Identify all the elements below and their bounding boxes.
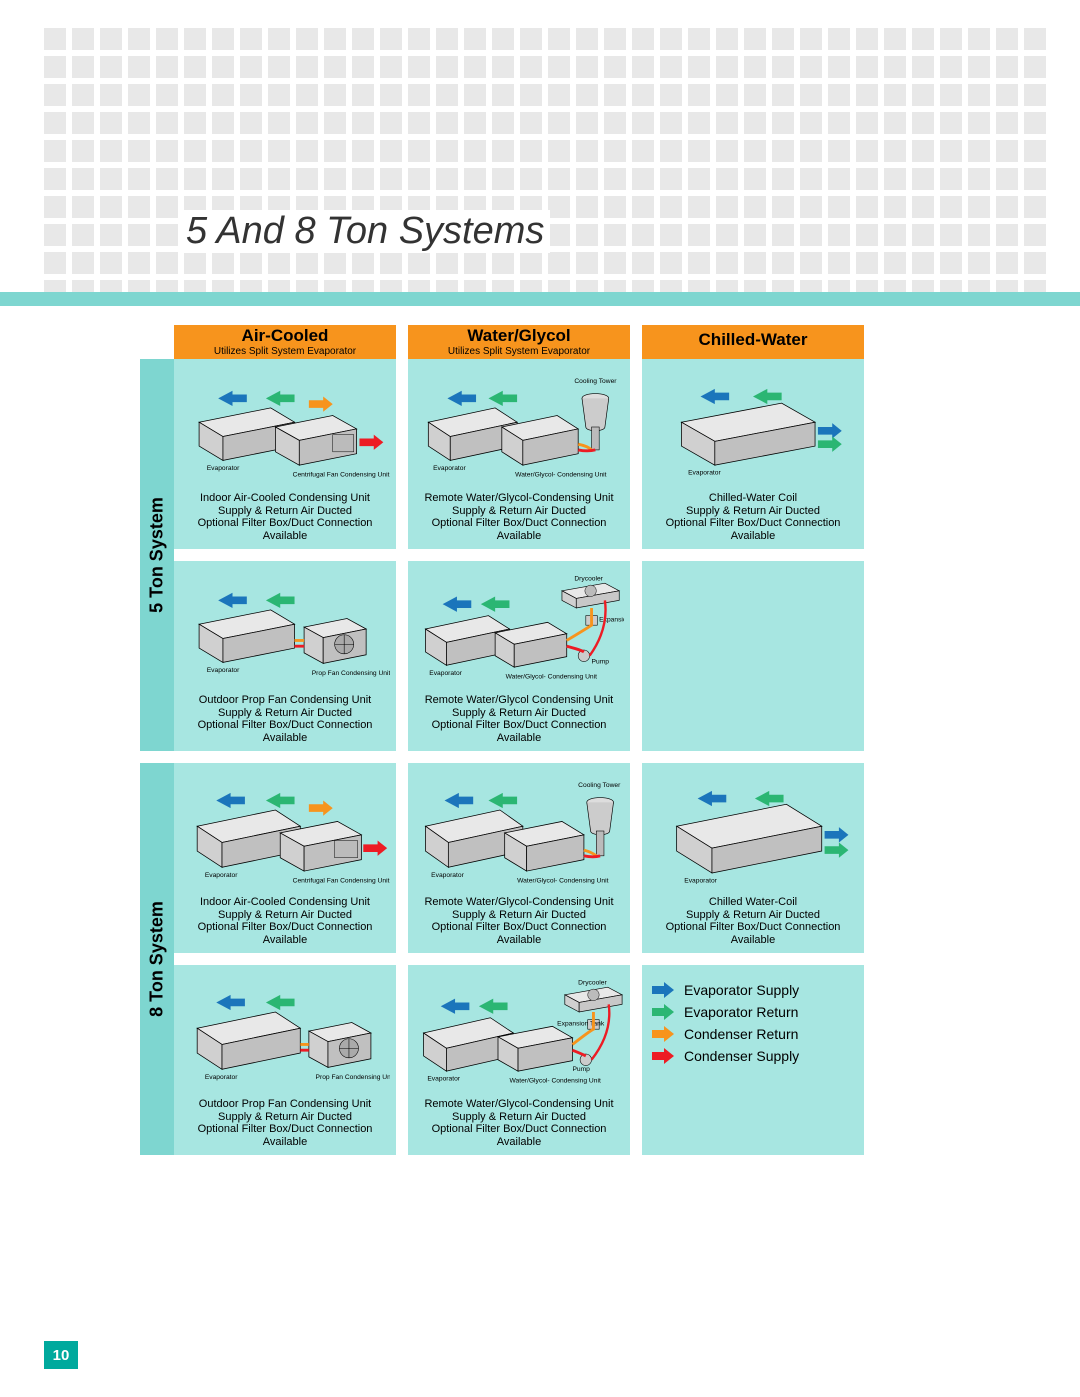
page-number: 10: [44, 1341, 78, 1369]
svg-text:Evaporator: Evaporator: [684, 878, 717, 885]
svg-text:Water/Glycol- Condensing Unit: Water/Glycol- Condensing Unit: [515, 472, 606, 479]
col-title: Air-Cooled: [242, 326, 329, 345]
caption: Remote Water/Glycol Condensing Unit Supp…: [414, 694, 624, 745]
legend-label: Evaporator Supply: [684, 982, 799, 998]
svg-text:Water/Glycol- Condensing Unit: Water/Glycol- Condensing Unit: [506, 674, 597, 681]
svg-text:Pump: Pump: [592, 659, 610, 666]
legend-cond-return: Condenser Return: [652, 1026, 798, 1042]
cell-5ton-aircooled-outdoor: Evaporator Prop Fan Condensing Unit: [174, 561, 396, 751]
svg-text:Cooling Tower: Cooling Tower: [578, 782, 621, 789]
caption: Chilled-Water Coil Supply & Return Air D…: [648, 492, 858, 543]
cell-8ton-chilledwater: Evaporator Chilled Water-Coil Supply & R…: [642, 763, 864, 953]
legend-label: Condenser Supply: [684, 1048, 799, 1064]
caption: Remote Water/Glycol-Condensing Unit Supp…: [414, 896, 624, 947]
svg-text:Evaporator: Evaporator: [207, 465, 240, 472]
svg-text:Evaporator: Evaporator: [433, 465, 466, 472]
row-label-text: 8 Ton System: [147, 901, 168, 1017]
svg-text:Evaporator: Evaporator: [429, 670, 462, 677]
cell-8ton-waterglycol-drycooler: Evaporator Water/Glycol- Condensing Unit: [408, 965, 630, 1155]
cell-8ton-aircooled-indoor: Evaporator Centrifugal Fan Condensing Un…: [174, 763, 396, 953]
svg-text:Prop Fan Condensing Unit: Prop Fan Condensing Unit: [312, 670, 390, 677]
col-title: Chilled-Water: [699, 330, 808, 349]
svg-text:Drycooler: Drycooler: [578, 980, 607, 987]
svg-text:Centrifugal Fan Condensing Uni: Centrifugal Fan Condensing Unit: [293, 472, 390, 479]
svg-text:Pump: Pump: [572, 1067, 590, 1074]
svg-text:Expansion Tank: Expansion Tank: [599, 617, 624, 624]
col-title: Water/Glycol: [467, 326, 570, 345]
legend-label: Evaporator Return: [684, 1004, 798, 1020]
col-subtitle: Utilizes Split System Evaporator: [408, 346, 630, 359]
caption: Indoor Air-Cooled Condensing Unit Supply…: [180, 492, 390, 543]
svg-text:Expansion Tank: Expansion Tank: [557, 1021, 605, 1028]
section-8-ton: 8 Ton System Evaporator: [140, 763, 1036, 1155]
diagram: Evaporator Water/Glycol- Condensing Unit…: [414, 771, 624, 892]
cell-5ton-chilledwater: Evaporator Chilled-Water Coil Supply & R…: [642, 359, 864, 549]
caption: Chilled Water-Coil Supply & Return Air D…: [648, 896, 858, 947]
svg-text:Evaporator: Evaporator: [207, 667, 240, 674]
legend-evap-return: Evaporator Return: [652, 1004, 798, 1020]
legend-label: Condenser Return: [684, 1026, 798, 1042]
svg-text:Evaporator: Evaporator: [205, 872, 238, 879]
diagram: Evaporator: [648, 367, 858, 488]
arrow-icon: [652, 982, 674, 998]
diagram: Evaporator: [648, 771, 858, 892]
caption: Remote Water/Glycol-Condensing Unit Supp…: [414, 1098, 624, 1149]
column-headers: Air-Cooled Utilizes Split System Evapora…: [174, 325, 1036, 359]
cell-5ton-waterglycol-drycooler: Evaporator Water/Glycol- Condensing Unit: [408, 561, 630, 751]
content-area: Air-Cooled Utilizes Split System Evapora…: [140, 325, 1036, 1357]
caption: Remote Water/Glycol-Condensing Unit Supp…: [414, 492, 624, 543]
cell-8ton-aircooled-outdoor: Evaporator Prop Fan Condensing Unit: [174, 965, 396, 1155]
cell-5ton-waterglycol-tower: Evaporator Water/Glycol- Condensing Unit: [408, 359, 630, 549]
row-label-text: 5 Ton System: [147, 497, 168, 613]
diagram: Evaporator Prop Fan Condensing Unit: [180, 973, 390, 1094]
cell-5ton-aircooled-indoor: Evaporator Centrifugal Fan Condensing Un…: [174, 359, 396, 549]
col-head-air-cooled: Air-Cooled Utilizes Split System Evapora…: [174, 325, 396, 359]
diagram: Evaporator Water/Glycol- Condensing Unit: [414, 367, 624, 488]
svg-text:Evaporator: Evaporator: [205, 1074, 238, 1081]
legend-cond-supply: Condenser Supply: [652, 1048, 799, 1064]
svg-text:Prop Fan Condensing Unit: Prop Fan Condensing Unit: [316, 1074, 390, 1081]
svg-text:Evaporator: Evaporator: [431, 872, 464, 879]
diagram: Evaporator Centrifugal Fan Condensing Un…: [180, 367, 390, 488]
col-head-water-glycol: Water/Glycol Utilizes Split System Evapo…: [408, 325, 630, 359]
diagram: Evaporator Water/Glycol- Condensing Unit: [414, 973, 624, 1094]
cell-empty: [642, 561, 864, 751]
arrow-icon: [652, 1048, 674, 1064]
svg-text:Drycooler: Drycooler: [574, 576, 603, 583]
svg-text:Cooling Tower: Cooling Tower: [574, 378, 617, 385]
legend-cell: Evaporator Supply Evaporator Return Cond…: [642, 965, 864, 1155]
diagram: Evaporator Centrifugal Fan Condensing Un…: [180, 771, 390, 892]
svg-text:Water/Glycol- Condensing Unit: Water/Glycol- Condensing Unit: [509, 1078, 600, 1085]
col-head-chilled-water: Chilled-Water: [642, 325, 864, 359]
svg-text:Water/Glycol- Condensing Unit: Water/Glycol- Condensing Unit: [517, 878, 608, 885]
header-rule: [0, 292, 1080, 306]
arrow-icon: [652, 1026, 674, 1042]
diagram: Evaporator Water/Glycol- Condensing Unit: [414, 569, 624, 690]
col-subtitle: Utilizes Split System Evaporator: [174, 346, 396, 359]
caption: Outdoor Prop Fan Condensing Unit Supply …: [180, 1098, 390, 1149]
row-label-5-ton: 5 Ton System: [140, 359, 174, 751]
svg-text:Evaporator: Evaporator: [427, 1076, 460, 1083]
caption: Outdoor Prop Fan Condensing Unit Supply …: [180, 694, 390, 745]
svg-text:Centrifugal Fan Condensing Uni: Centrifugal Fan Condensing Unit: [293, 878, 390, 885]
caption: Indoor Air-Cooled Condensing Unit Supply…: [180, 896, 390, 947]
row-label-8-ton: 8 Ton System: [140, 763, 174, 1155]
page-title: 5 And 8 Ton Systems: [180, 210, 550, 253]
legend-evap-supply: Evaporator Supply: [652, 982, 799, 998]
section-5-ton: 5 Ton System Evaporator: [140, 359, 1036, 751]
cell-8ton-waterglycol-tower: Evaporator Water/Glycol- Condensing Unit…: [408, 763, 630, 953]
arrow-icon: [652, 1004, 674, 1020]
diagram: Evaporator Prop Fan Condensing Unit: [180, 569, 390, 690]
svg-text:Evaporator: Evaporator: [688, 470, 721, 477]
